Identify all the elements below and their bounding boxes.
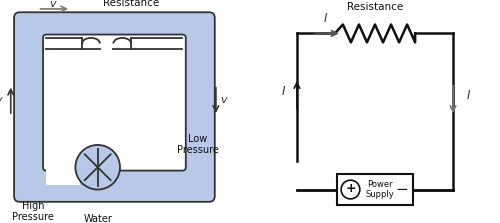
Text: High
Pressure: High Pressure: [12, 201, 54, 222]
FancyBboxPatch shape: [14, 12, 215, 202]
Bar: [337, 174, 413, 205]
FancyBboxPatch shape: [43, 35, 186, 171]
Text: $v$: $v$: [0, 95, 4, 105]
Text: Resistance: Resistance: [103, 0, 160, 8]
Text: $I$: $I$: [324, 12, 328, 25]
Text: −: −: [396, 182, 408, 197]
Text: $v$: $v$: [220, 95, 229, 105]
Circle shape: [341, 180, 360, 199]
Circle shape: [76, 145, 120, 190]
Text: $v$: $v$: [48, 0, 58, 9]
Text: $I$: $I$: [466, 89, 471, 102]
Text: Low
Pressure: Low Pressure: [177, 134, 219, 155]
Text: Water
Pump: Water Pump: [84, 214, 112, 223]
Text: +: +: [345, 182, 356, 195]
Text: Power
Supply: Power Supply: [365, 180, 394, 199]
Bar: [46, 152, 80, 185]
Text: $I$: $I$: [281, 85, 286, 98]
Text: Resistance: Resistance: [347, 2, 403, 12]
